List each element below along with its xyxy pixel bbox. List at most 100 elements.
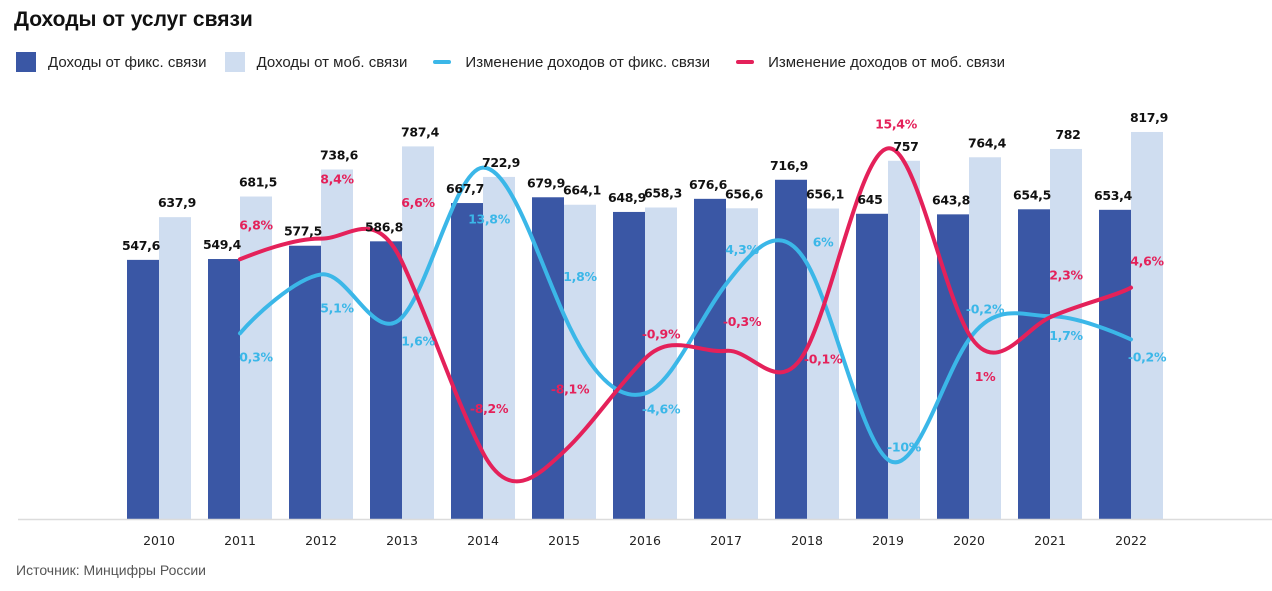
line-fixed-change-label-2017: 4,3% [725, 242, 759, 257]
x-tick-2011: 2011 [224, 533, 256, 548]
x-tick-2017: 2017 [710, 533, 742, 548]
bars-layer [127, 131, 1163, 520]
legend-line-fixed-change [433, 60, 452, 64]
value-label-mobile-2020: 764,4 [968, 135, 1007, 150]
x-tick-2022: 2022 [1115, 533, 1147, 548]
legend-line-mobile-change [736, 60, 755, 64]
line-mobile-change [238, 146, 1133, 484]
value-label-fixed-2019: 645 [857, 192, 882, 207]
line-fixed-change-label-2015: 1,8% [563, 269, 597, 284]
line-mobile-change-label-2014: -8,2% [470, 401, 509, 416]
value-label-mobile-2018: 656,1 [806, 187, 844, 202]
bar-fixed-2017 [694, 198, 726, 519]
x-ticks-layer: 2010 2011 2012 2013 2014 2015 2016 2017 2018 2019… [143, 533, 1147, 548]
line-mobile-change-label-2019: 15,4% [875, 116, 918, 131]
bar-mobile-2010 [159, 217, 191, 519]
x-tick-2020: 2020 [953, 533, 985, 548]
value-label-mobile-2015: 664,1 [563, 183, 601, 198]
bar-mobile-2016 [645, 207, 677, 520]
value-label-mobile-2022: 817,9 [1130, 110, 1168, 125]
legend-label: Изменение доходов от фикс. связи [465, 53, 711, 71]
line-mobile-change-label-2016: -0,9% [642, 327, 681, 342]
legend-item-fixed-revenue: Доходы от фикс. связи [16, 52, 207, 72]
value-label-fixed-2020: 643,8 [932, 192, 970, 207]
bar-fixed-2010 [127, 259, 159, 519]
bar-fixed-2013 [370, 241, 402, 519]
value-label-fixed-2018: 716,9 [770, 158, 808, 173]
legend-label: Доходы от моб. связи [256, 53, 408, 71]
line-fixed-change-label-2020: -0,2% [966, 301, 1005, 316]
value-label-fixed-2014: 667,7 [446, 181, 484, 196]
bar-mobile-2012 [321, 169, 353, 519]
lines-layer [238, 146, 1133, 484]
value-label-fixed-2022: 653,4 [1094, 188, 1133, 203]
line-mobile-change-label-2020: 1% [975, 369, 996, 384]
line-mobile-change-label-2021: 2,3% [1049, 267, 1083, 282]
x-tick-2019: 2019 [872, 533, 904, 548]
labels-layer: 547,6 637,9 549,4 681,5 577,5 738,6 586,8 787,4… [122, 110, 1168, 455]
bar-fixed-2019 [856, 213, 888, 519]
bar-fixed-2022 [1099, 209, 1131, 519]
bar-fixed-2021 [1018, 209, 1050, 520]
value-label-mobile-2012: 738,6 [320, 147, 359, 162]
bar-mobile-2018 [807, 208, 839, 519]
value-label-fixed-2013: 586,8 [365, 219, 403, 234]
bar-fixed-2012 [289, 245, 321, 520]
line-mobile-change-label-2022: 4,6% [1130, 254, 1164, 269]
value-label-fixed-2021: 654,5 [1013, 187, 1051, 202]
legend-swatch-fixed [16, 52, 36, 72]
legend-item-mobile-change: Изменение доходов от моб. связи [728, 54, 1005, 71]
line-fixed-change-label-2019: -10% [887, 440, 922, 455]
legend-swatch-mobile [224, 52, 245, 72]
bar-mobile-2019 [888, 160, 920, 519]
value-label-fixed-2011: 549,4 [203, 237, 242, 252]
line-mobile-change-label-2017: -0,3% [723, 314, 762, 329]
value-label-mobile-2016: 658,3 [644, 185, 682, 200]
value-label-mobile-2014: 722,9 [482, 155, 520, 170]
line-mobile-change-label-2011: 6,8% [239, 217, 273, 232]
bar-fixed-2014 [451, 203, 483, 519]
bar-mobile-2014 [483, 176, 515, 520]
value-label-fixed-2015: 679,9 [527, 175, 565, 190]
line-fixed-change [238, 165, 1133, 465]
bar-fixed-2018 [775, 179, 807, 519]
legend-label: Доходы от фикс. связи [48, 53, 207, 71]
bar-fixed-2011 [208, 259, 240, 519]
bar-mobile-2017 [726, 208, 758, 519]
line-fixed-change-label-2016: -4,6% [642, 401, 681, 416]
value-label-mobile-2013: 787,4 [401, 124, 440, 139]
x-tick-2010: 2010 [143, 533, 175, 548]
value-label-fixed-2012: 577,5 [284, 224, 322, 239]
value-label-fixed-2010: 547,6 [122, 238, 161, 253]
line-fixed-change-label-2018: 6% [813, 234, 834, 249]
value-label-mobile-2011: 681,5 [239, 175, 277, 190]
line-mobile-change-label-2015: -8,1% [551, 381, 590, 396]
x-tick-2012: 2012 [305, 533, 337, 548]
line-fixed-change-label-2014: 13,8% [468, 212, 511, 227]
bar-mobile-2022 [1131, 131, 1163, 519]
value-label-mobile-2010: 637,9 [158, 195, 196, 210]
line-fixed-change-label-2011: 0,3% [239, 349, 273, 364]
bar-mobile-2020 [969, 157, 1001, 519]
x-tick-2015: 2015 [548, 533, 580, 548]
legend-label: Изменение доходов от моб. связи [768, 53, 1005, 71]
line-fixed-change-label-2021: 1,7% [1049, 328, 1083, 343]
legend-item-fixed-change: Изменение доходов от фикс. связи [425, 54, 710, 71]
bar-mobile-2013 [402, 146, 434, 519]
x-tick-2018: 2018 [791, 533, 823, 548]
chart-title: Доходы от услуг связи [14, 8, 253, 31]
line-fixed-change-label-2013: 1,6% [401, 333, 435, 348]
line-fixed-change-label-2012: 5,1% [320, 300, 354, 315]
bar-mobile-2021 [1050, 148, 1082, 520]
value-label-mobile-2019: 757 [893, 139, 918, 154]
x-tick-2013: 2013 [386, 533, 418, 548]
x-tick-2016: 2016 [629, 533, 661, 548]
line-mobile-change-label-2012: 8,4% [320, 172, 354, 187]
legend: Доходы от фикс. связи Доходы от моб. свя… [16, 50, 1023, 74]
line-fixed-change-label-2022: -0,2% [1128, 349, 1167, 364]
x-tick-2014: 2014 [467, 533, 499, 548]
line-mobile-change-label-2013: 6,6% [401, 195, 435, 210]
value-label-fixed-2017: 676,6 [689, 177, 728, 192]
x-tick-2021: 2021 [1034, 533, 1066, 548]
